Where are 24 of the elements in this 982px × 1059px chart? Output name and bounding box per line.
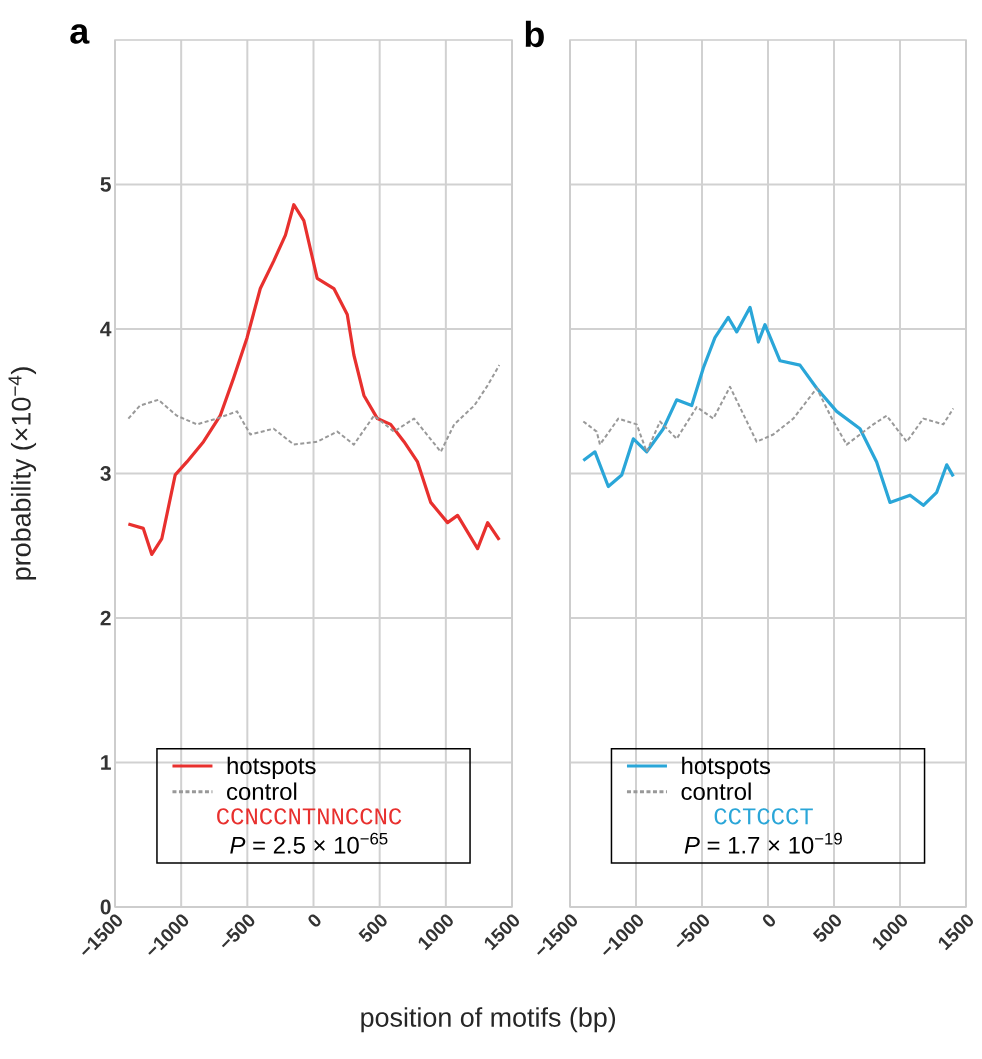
y-axis-title: probability (×10$^{−4}$) (8, 367, 37, 580)
legend-label: control (227, 782, 297, 801)
y-tick-label: 0 (100, 899, 111, 915)
annotation: P = 1.7 × 10$^{−19}$ (684, 832, 842, 854)
annotation: CCNCCNTNNCCNC (217, 808, 402, 825)
legend-label: control (681, 782, 751, 801)
y-tick-label: 2 (100, 610, 111, 626)
x-tick-label: 500 (358, 914, 387, 942)
annotation: CCTCCCT (714, 808, 813, 825)
y-tick-label: 5 (100, 177, 111, 192)
legend-label: hotspots (682, 756, 771, 779)
x-tick-label: 0 (308, 914, 321, 927)
y-tick-label: 3 (100, 466, 111, 481)
y-tick-label: 4 (100, 321, 112, 337)
annotation: P = 2.5 × 10$^{−65}$ (230, 832, 388, 854)
x-tick-label: 500 (812, 914, 841, 942)
chart-title: a (70, 24, 90, 44)
x-axis-title: position of motifs (bp) (361, 1007, 616, 1033)
chart-title: b (525, 20, 544, 48)
y-tick-label: 1 (101, 755, 111, 770)
legend-label: hotspots (227, 756, 316, 779)
line-series (127, 364, 501, 453)
line-series (126, 203, 501, 557)
x-tick-label: 0 (762, 914, 776, 927)
